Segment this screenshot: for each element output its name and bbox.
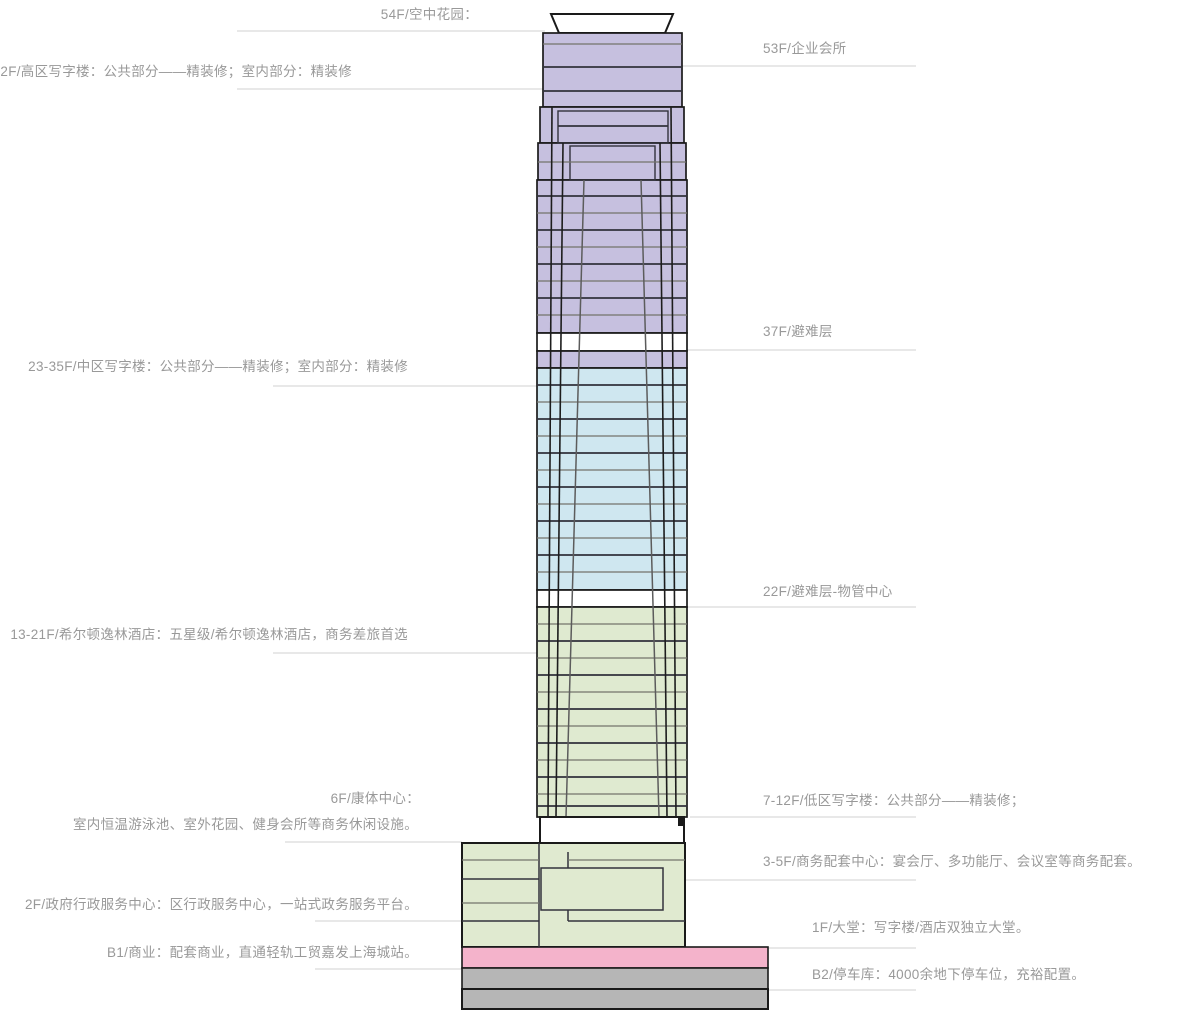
floor-lines-high-zone	[537, 195, 687, 299]
mullion-right-outer	[670, 106, 677, 818]
basement-b2-parking-lower	[461, 988, 769, 1010]
band-6f-wellness	[539, 816, 685, 844]
mullion-left-outer	[547, 106, 553, 818]
floor-lines-dark	[537, 66, 687, 807]
leader-lines	[237, 30, 916, 991]
label-b1-retail: B1/商业：配套商业，直通轻轨工贸嘉发上海城站。	[107, 945, 418, 960]
floor-lines-soft-mid	[537, 401, 687, 573]
building-base	[461, 816, 769, 1010]
floor-lines-soft-high	[537, 212, 687, 316]
label-1f-lobby: 1F/大堂：写字楼/酒店双独立大堂。	[812, 920, 1030, 935]
mullion-right-inner	[659, 142, 668, 818]
zone-high-office-36-52f	[536, 179, 688, 334]
podium-detail-dark	[462, 843, 685, 947]
curtain-wall-taper-lines	[565, 179, 660, 818]
label-6f-wellness-desc: 室内恒温游泳池、室外花园、健身会所等商务休闲设施。	[73, 817, 418, 832]
zone-53f-top-block	[542, 32, 683, 108]
basement-b2-parking-upper	[461, 967, 769, 990]
podium-1-5f	[461, 842, 686, 948]
label-13-21f-hotel: 13-21F/希尔顿逸林酒店：五星级/希尔顿逸林酒店，商务差旅首选	[10, 627, 408, 642]
label-23-35f-mid-office: 23-35F/中区写字楼：公共部分——精装修；室内部分：精装修	[28, 359, 408, 374]
podium-floor-lines	[462, 852, 685, 922]
zone-hotel-low-office-7-21f	[536, 606, 688, 818]
zone-high-office-base	[536, 350, 688, 369]
setback-inner-upper	[557, 110, 669, 144]
label-2f-gov-service: 2F/政府行政服务中心：区行政服务中心，一站式政务服务平台。	[24, 897, 418, 912]
floor-lines-top-block	[543, 66, 682, 92]
curtain-wall-mullions-dark	[547, 106, 677, 818]
band-6f-notch	[678, 817, 684, 826]
taper-line-right	[640, 179, 660, 818]
label-3-5f-business: 3-5F/商务配套中心：宴会厅、多功能厅、会议室等商务配套。	[763, 854, 1142, 869]
mullion-left-inner	[555, 142, 564, 818]
podium-soft-lines	[462, 859, 685, 904]
label-7-12f-low-office: 7-12F/低区写字楼：公共部分——精装修；	[763, 793, 1025, 808]
setback-inner-lower	[569, 145, 656, 181]
refuge-floor-37f	[536, 332, 688, 352]
basement-b1-retail	[461, 946, 769, 969]
label-37f-refuge: 37F/避难层	[763, 324, 833, 339]
label-53f-club: 53F/企业会所	[763, 41, 847, 56]
label-54f-sky-garden: 54F/空中花园：	[380, 7, 478, 22]
label-b2-parking: B2/停车库：4000余地下停车位，充裕配置。	[812, 967, 1086, 982]
label-6f-wellness-title: 6F/康体中心：	[330, 791, 420, 806]
taper-line-left	[565, 179, 585, 818]
label-36-52f-high-office: 36-52F/高区写字楼：公共部分——精装修；室内部分：精装修	[0, 64, 352, 79]
label-22f-refuge-pm: 22F/避难层-物管中心	[763, 584, 893, 599]
floor-lines-mid-zone	[537, 384, 687, 556]
tower-step-upper	[539, 106, 685, 144]
tower-crown	[549, 13, 675, 34]
podium-atrium-outline	[540, 867, 664, 911]
podium-detail-soft	[462, 859, 685, 904]
floor-lines-hotel-zone	[537, 640, 687, 807]
floor-lines-soft-hotel	[537, 623, 687, 795]
